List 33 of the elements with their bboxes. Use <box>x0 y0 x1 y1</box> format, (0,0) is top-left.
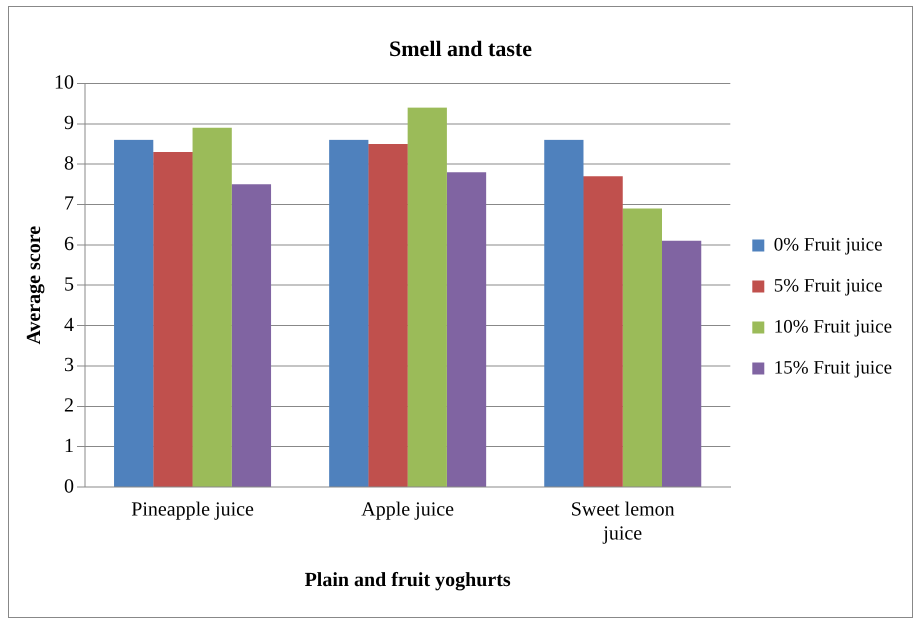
y-axis-title: Average score <box>23 226 46 345</box>
bar <box>446 172 486 486</box>
y-tick-label: 5 <box>64 273 74 296</box>
bar <box>368 144 408 486</box>
bar <box>544 140 584 486</box>
bar <box>622 208 662 486</box>
chart-title: Smell and taste <box>389 36 532 61</box>
x-tick-label: Pineapple juice <box>131 498 254 520</box>
legend-label: 0% Fruit juice <box>774 234 882 256</box>
legend-label: 15% Fruit juice <box>774 357 892 378</box>
bar <box>232 184 272 486</box>
bar <box>408 108 447 486</box>
bar <box>662 240 702 486</box>
legend-label: 5% Fruit juice <box>774 275 882 296</box>
x-tick-label: Sweet lemon juice <box>570 498 675 544</box>
bar <box>114 140 154 486</box>
bar <box>192 128 232 486</box>
y-tick-label: 0 <box>64 475 74 498</box>
y-tick-label: 9 <box>64 112 74 134</box>
bar <box>583 176 623 486</box>
bar <box>329 140 368 486</box>
y-tick-label: 2 <box>64 394 74 417</box>
x-axis-title: Plain and fruit yoghurts <box>304 569 511 592</box>
x-tick-label: Apple juice <box>361 498 454 520</box>
y-tick-label: 10 <box>54 72 74 94</box>
y-tick-label: 1 <box>64 434 74 457</box>
bar <box>153 152 193 486</box>
y-tick-label: 4 <box>64 314 74 336</box>
y-tick-label: 7 <box>64 192 74 215</box>
y-tick-label: 8 <box>64 152 74 174</box>
y-tick-label: 6 <box>64 233 74 256</box>
legend-label: 10% Fruit juice <box>774 316 892 338</box>
y-tick-label: 3 <box>64 354 74 376</box>
